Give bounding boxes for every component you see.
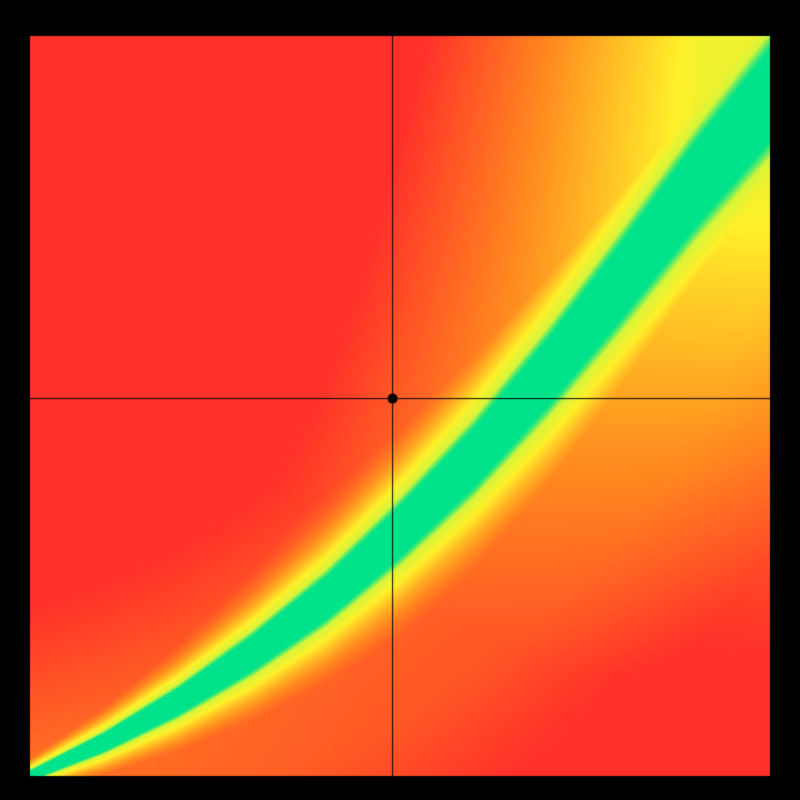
chart-frame: TheBottleneck.com: [0, 0, 800, 800]
bottleneck-heatmap: [0, 0, 800, 800]
